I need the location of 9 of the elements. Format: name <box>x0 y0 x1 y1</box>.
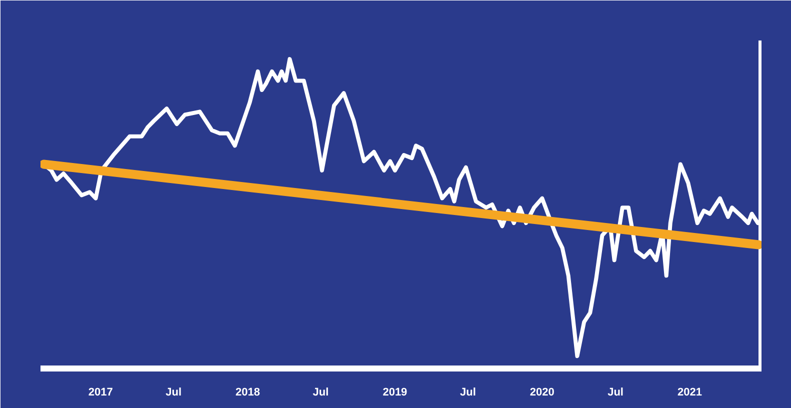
x-tick-label: Jul <box>312 386 329 398</box>
x-tick-label: 2019 <box>382 386 408 398</box>
x-tick-label: 2017 <box>88 386 113 398</box>
x-tick-label: 2021 <box>677 386 702 398</box>
x-tick-label: Jul <box>166 386 182 398</box>
x-tick-label: Jul <box>460 386 476 398</box>
x-tick-label: 2018 <box>236 386 260 398</box>
x-tick-label: 2020 <box>530 386 554 398</box>
x-tick-label: Jul <box>608 386 624 398</box>
